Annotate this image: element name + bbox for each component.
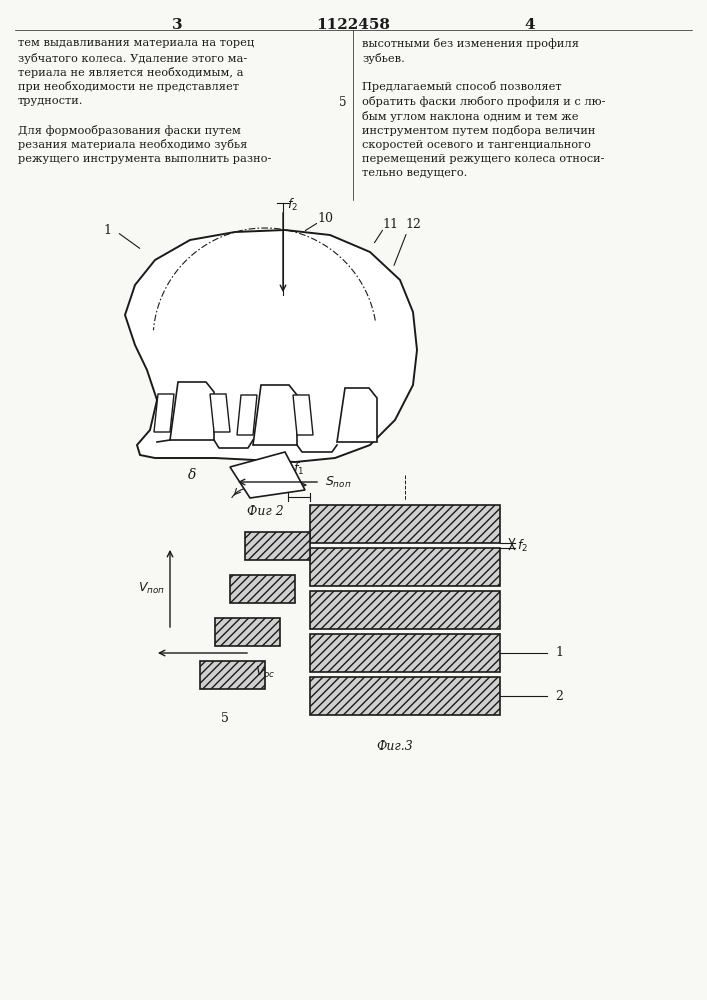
Bar (310, 591, 500, 629)
Text: $f_1$: $f_1$ (293, 461, 305, 477)
Bar (310, 505, 500, 543)
Text: 10: 10 (317, 212, 333, 225)
Polygon shape (237, 395, 257, 435)
Text: инструментом путем подбора величин: инструментом путем подбора величин (362, 125, 595, 136)
Bar (310, 634, 500, 672)
Text: бым углом наклона одним и тем же: бым углом наклона одним и тем же (362, 110, 578, 121)
Text: Фиг 2: Фиг 2 (247, 505, 284, 518)
Bar (245, 532, 310, 560)
Polygon shape (293, 395, 313, 435)
Text: 12: 12 (405, 219, 421, 232)
Text: териала не является необходимым, а: териала не является необходимым, а (18, 67, 243, 78)
Text: $V_{\mathit{поп}}$: $V_{\mathit{поп}}$ (138, 581, 165, 596)
Bar (310, 677, 500, 715)
Text: δ: δ (188, 468, 196, 482)
Text: 5: 5 (221, 712, 229, 726)
Text: 11: 11 (382, 219, 398, 232)
Text: 1122458: 1122458 (316, 18, 390, 32)
Text: резания материала необходимо зубья: резания материала необходимо зубья (18, 139, 247, 150)
Text: 3: 3 (172, 18, 182, 32)
Text: $f_2$: $f_2$ (517, 537, 528, 554)
Text: тем выдавливания материала на торец: тем выдавливания материала на торец (18, 38, 255, 48)
Text: обратить фаски любого профиля и с лю-: обратить фаски любого профиля и с лю- (362, 96, 605, 107)
Polygon shape (230, 452, 305, 498)
Text: трудности.: трудности. (18, 96, 83, 106)
Text: 1: 1 (103, 224, 111, 236)
Polygon shape (154, 394, 174, 432)
Text: $S_{\mathit{поп}}$: $S_{\mathit{поп}}$ (325, 474, 351, 490)
Text: Предлагаемый способ позволяет: Предлагаемый способ позволяет (362, 82, 561, 93)
Text: зубчатого колеса. Удаление этого ма-: зубчатого колеса. Удаление этого ма- (18, 52, 247, 64)
Bar (215, 617, 280, 646)
Text: 5: 5 (339, 96, 347, 109)
Text: высотными без изменения профиля: высотными без изменения профиля (362, 38, 579, 49)
Polygon shape (170, 382, 214, 440)
Text: 1: 1 (555, 647, 563, 660)
Text: Для формообразования фаски путем: Для формообразования фаски путем (18, 125, 241, 136)
Text: 4: 4 (525, 18, 535, 32)
Text: скоростей осевого и тангенциального: скоростей осевого и тангенциального (362, 139, 591, 149)
Bar (310, 548, 500, 586)
Text: зубьев.: зубьев. (362, 52, 405, 64)
Text: Фиг.3: Фиг.3 (377, 740, 414, 753)
Text: режущего инструмента выполнить разно-: режущего инструмента выполнить разно- (18, 154, 271, 164)
Polygon shape (337, 388, 377, 442)
Text: тельно ведущего.: тельно ведущего. (362, 168, 467, 178)
Polygon shape (125, 230, 417, 462)
Bar (200, 660, 265, 688)
Polygon shape (253, 385, 297, 445)
Text: $V_{\mathit{ос}}$: $V_{\mathit{ос}}$ (255, 665, 276, 680)
Text: $f_2$: $f_2$ (287, 197, 298, 213)
Bar (230, 574, 295, 602)
Text: перемещений режущего колеса относи-: перемещений режущего колеса относи- (362, 154, 604, 164)
Polygon shape (210, 394, 230, 432)
Text: при необходимости не представляет: при необходимости не представляет (18, 82, 239, 93)
Text: 2: 2 (555, 690, 563, 702)
